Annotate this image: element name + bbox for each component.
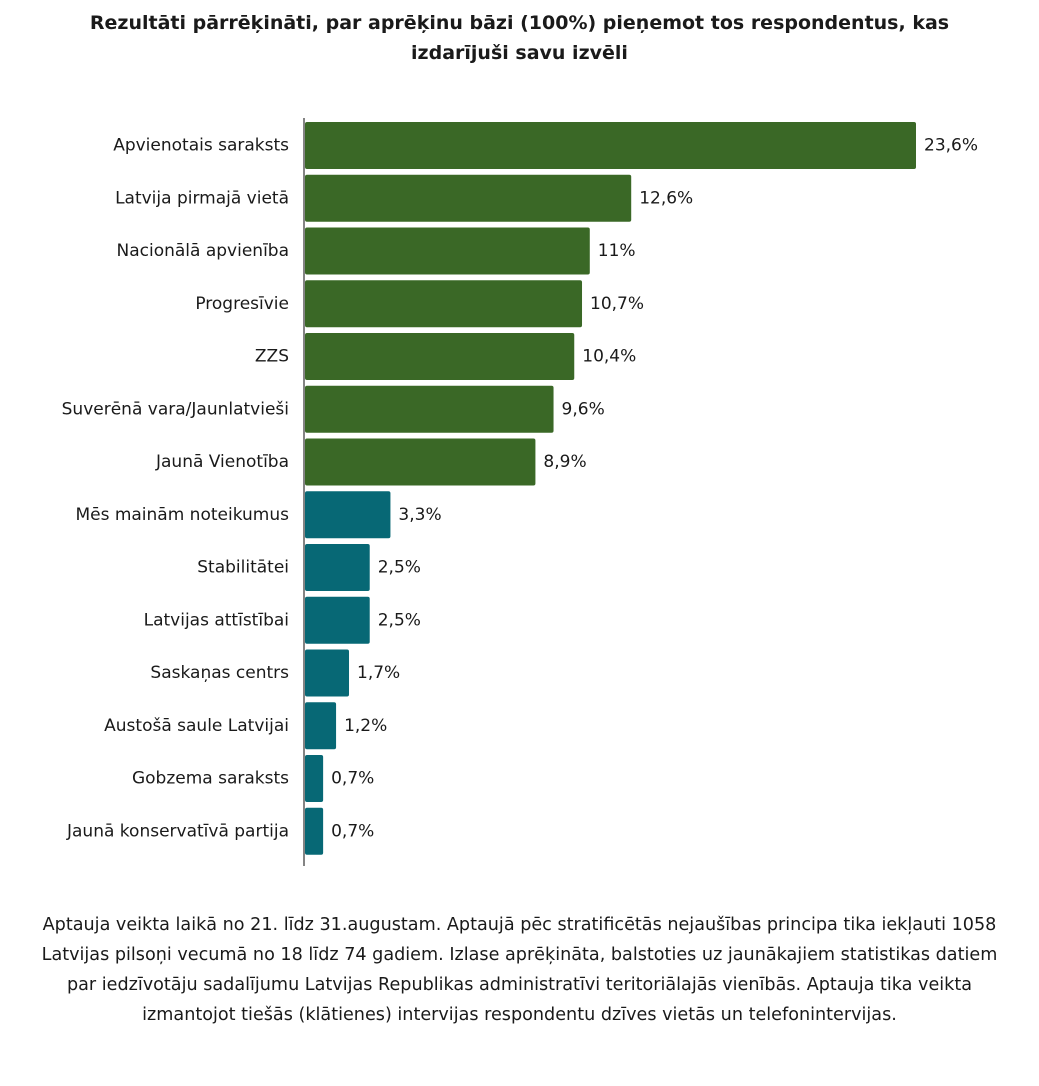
bar-6 — [305, 385, 554, 433]
category-label: Stabilitātei — [197, 558, 289, 578]
bar-chart: Apvienotais saraksts 23,6% Latvija pirmajā… — [62, 118, 978, 866]
bar-13 — [305, 755, 324, 802]
bar-8 — [305, 491, 391, 539]
category-label: Latvijas attīstībai — [144, 610, 289, 630]
value-label: 2,5% — [378, 610, 421, 630]
category-label: Progresīvie — [195, 294, 289, 314]
category-label: Austošā saule Latvijai — [104, 716, 289, 736]
category-label: Suverēnā vara/Jaunlatvieši — [62, 399, 289, 419]
bar-14 — [305, 807, 324, 855]
bar-7 — [305, 438, 536, 486]
bar-4 — [305, 280, 583, 328]
category-label: Nacionālā apvienība — [117, 241, 290, 261]
category-label: Apvienotais saraksts — [113, 136, 289, 156]
bar-2 — [305, 174, 632, 222]
category-label: Gobzema saraksts — [132, 769, 289, 789]
category-label: Jaunā Vienotība — [155, 452, 289, 472]
survey-footnote: Aptauja veikta laikā no 21. līdz 31.augu… — [41, 915, 998, 1025]
value-label: 12,6% — [639, 188, 693, 208]
category-label: Jaunā konservatīvā partija — [66, 821, 289, 841]
value-label: 1,2% — [344, 716, 387, 736]
value-label: 0,7% — [331, 821, 374, 841]
value-label: 8,9% — [543, 452, 586, 472]
value-label: 2,5% — [378, 558, 421, 578]
value-label: 11% — [598, 241, 636, 261]
bar-5 — [305, 333, 575, 380]
bar-11 — [305, 649, 350, 697]
value-label: 3,3% — [398, 505, 441, 525]
category-label: Saskaņas centrs — [150, 663, 289, 683]
category-label: ZZS — [255, 347, 289, 367]
value-label: 23,6% — [924, 136, 978, 156]
bar-10 — [305, 596, 370, 644]
bar-9 — [305, 544, 370, 591]
value-label: 10,4% — [582, 347, 636, 367]
value-label: 1,7% — [357, 663, 400, 683]
category-label: Latvija pirmajā vietā — [115, 188, 289, 208]
value-label: 9,6% — [562, 399, 605, 419]
value-label: 10,7% — [590, 294, 644, 314]
chart-title: Rezultāti pārrēķināti, par aprēķinu bāzi… — [89, 12, 950, 64]
category-label: Mēs mainām noteikumus — [75, 505, 289, 525]
bar-12 — [305, 702, 337, 750]
bar-3 — [305, 227, 590, 275]
value-label: 0,7% — [331, 769, 374, 789]
bar-1 — [305, 122, 916, 169]
bars-group: Apvienotais saraksts 23,6% Latvija pirmajā… — [62, 122, 978, 855]
